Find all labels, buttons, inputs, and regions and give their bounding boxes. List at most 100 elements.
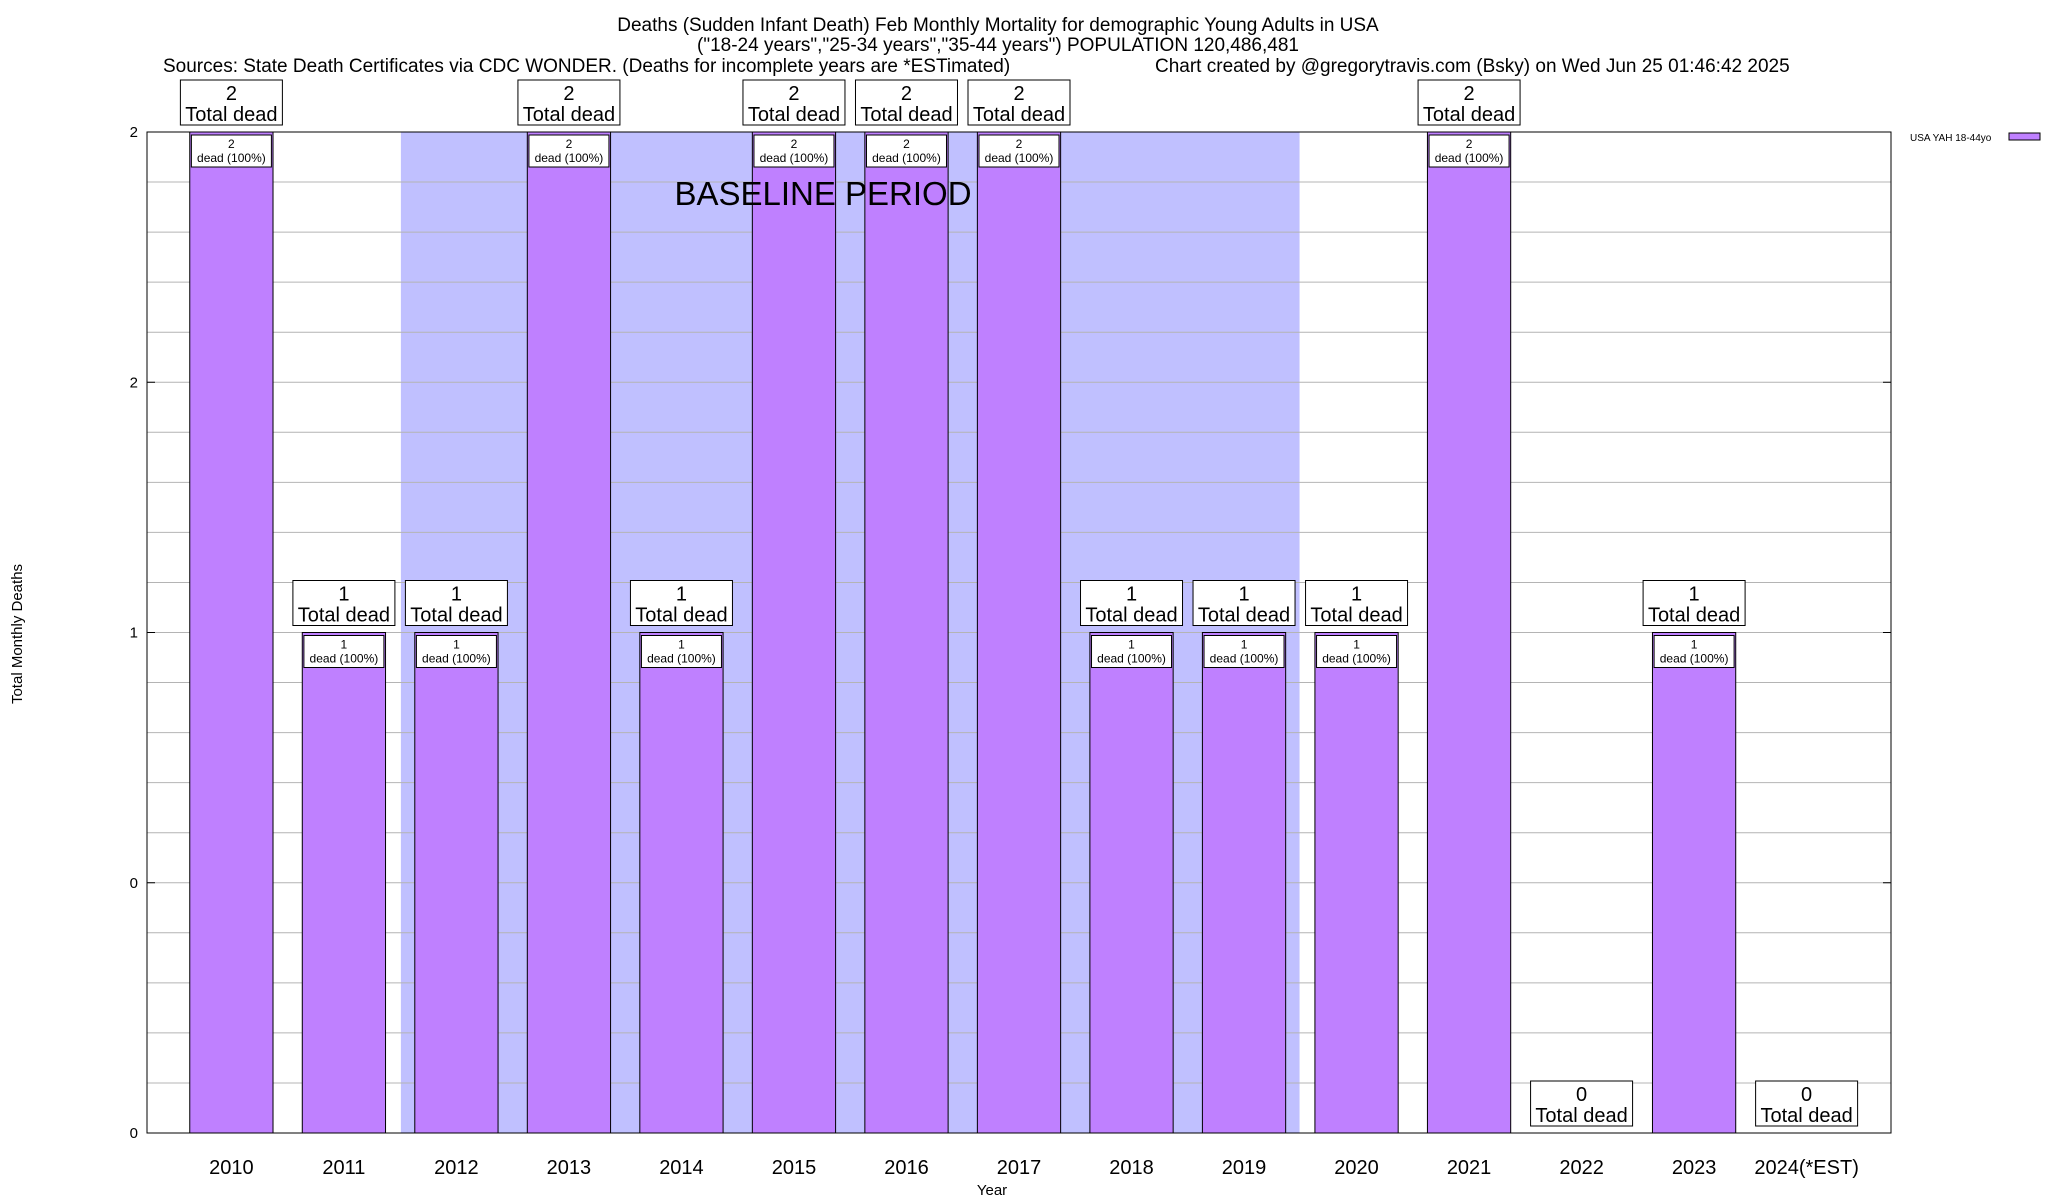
chart-sources: Sources: State Death Certificates via CD… [163, 56, 1010, 77]
total-value-label: 1 [451, 584, 462, 606]
total-caption: Total dead [1760, 1105, 1852, 1127]
bar [1201, 632, 1287, 1134]
total-label-box [179, 79, 283, 126]
total-value-label: 1 [1238, 584, 1249, 606]
bars [189, 131, 1811, 1134]
x-tick-label: 2017 [997, 1157, 1042, 1179]
bar-caption: dead (100%) [1660, 652, 1729, 666]
total-caption: Total dead [1310, 605, 1402, 627]
total-caption: Total dead [1648, 605, 1740, 627]
chart-credit: Chart created by @gregorytravis.com (Bsk… [1155, 56, 1790, 77]
bar-value-label: 1 [1353, 638, 1360, 652]
y-tick-label: 0 [130, 1125, 138, 1142]
bar-label-box [1653, 635, 1735, 668]
chart-title-line-2: ("18-24 years","25-34 years","35-44 year… [697, 35, 1299, 56]
total-label-box [1530, 1080, 1634, 1127]
legend-label: USA YAH 18-44yo [1910, 133, 1992, 144]
total-caption: Total dead [1198, 605, 1290, 627]
bar [864, 131, 949, 1134]
bar-value-label: 2 [228, 137, 235, 151]
bar-label-box [1091, 635, 1173, 668]
x-tick-label: 2023 [1672, 1157, 1717, 1179]
total-value-label: 2 [1013, 83, 1024, 105]
total-caption: Total dead [1535, 1105, 1627, 1127]
bar-label-box [978, 134, 1060, 168]
y-tick-label: 2 [130, 374, 138, 391]
total-caption: Total dead [635, 605, 727, 627]
bar-value-label: 1 [341, 638, 348, 652]
total-caption: Total dead [410, 605, 502, 627]
bar-label-box [640, 635, 722, 668]
total-caption: Total dead [298, 605, 390, 627]
bar [189, 131, 274, 1134]
total-label-box [742, 79, 846, 126]
bar-label-box [528, 134, 610, 168]
total-value-label: 2 [226, 83, 237, 105]
total-value-label: 2 [563, 83, 574, 105]
bar-value-label: 1 [1128, 638, 1135, 652]
x-tick-label: 2010 [209, 1157, 254, 1179]
bar [639, 632, 724, 1134]
total-caption: Total dead [973, 104, 1065, 126]
total-value-label: 1 [676, 584, 687, 606]
bar-value-label: 2 [903, 137, 910, 151]
total-label-box [292, 580, 396, 626]
bar-label-box [865, 134, 947, 168]
total-value-label: 2 [901, 83, 912, 105]
total-label-box [1192, 580, 1296, 626]
total-label-box [517, 79, 621, 126]
total-label-box [1305, 580, 1409, 626]
bar-value-label: 2 [791, 137, 798, 151]
legend: USA YAH 18-44yo [1910, 132, 2041, 144]
total-value-label: 0 [1576, 1084, 1587, 1106]
x-tick-label: 2014 [659, 1157, 704, 1179]
bar-label-box [1316, 635, 1398, 668]
y-tick-label: 1 [130, 625, 138, 642]
total-label-box [629, 580, 733, 626]
total-value-label: 1 [1689, 584, 1700, 606]
bar-caption: dead (100%) [985, 151, 1054, 165]
bar-label-box [1203, 635, 1285, 668]
x-tick-label: 2021 [1447, 1157, 1492, 1179]
x-tick-label: 2012 [434, 1157, 479, 1179]
x-tick-label: 2015 [772, 1157, 817, 1179]
total-caption: Total dead [748, 104, 840, 126]
x-tick-label: 2024(*EST) [1754, 1157, 1859, 1179]
total-value-label: 0 [1801, 1084, 1812, 1106]
x-tick-label: 2018 [1109, 1157, 1154, 1179]
total-caption: Total dead [185, 104, 277, 126]
bar-label-box [303, 635, 385, 668]
bar-value-label: 1 [1691, 638, 1698, 652]
x-tick-label: 2019 [1222, 1157, 1267, 1179]
total-label-box [1080, 580, 1184, 626]
y-tick-label: 0 [130, 875, 138, 892]
bar [1426, 131, 1512, 1134]
bar-value-label: 2 [566, 137, 573, 151]
x-tick-label: 2020 [1334, 1157, 1379, 1179]
total-caption: Total dead [1085, 605, 1177, 627]
bar-label-box [190, 134, 272, 168]
total-label-box [1755, 1080, 1859, 1127]
x-axis-label: Year [977, 1182, 1007, 1199]
bar-caption: dead (100%) [1322, 652, 1391, 666]
x-tick-label: 2011 [322, 1157, 365, 1179]
total-label-box [1417, 79, 1521, 126]
total-value-label: 1 [1126, 584, 1137, 606]
total-label-box [854, 79, 958, 126]
bar-label-box [753, 134, 835, 168]
x-tick-label: 2013 [547, 1157, 592, 1179]
bar [976, 131, 1062, 1134]
total-value-label: 1 [338, 584, 349, 606]
total-value-label: 2 [1464, 83, 1475, 105]
bar-value-label: 1 [678, 638, 685, 652]
total-label-box [1642, 580, 1746, 626]
total-value-label: 2 [788, 83, 799, 105]
bar-value-label: 1 [1241, 638, 1248, 652]
y-axis-label: Total Monthly Deaths [9, 564, 26, 704]
bar-label-box [415, 635, 497, 668]
bar-caption: dead (100%) [1435, 151, 1504, 165]
y-tick-label: 2 [130, 124, 138, 141]
